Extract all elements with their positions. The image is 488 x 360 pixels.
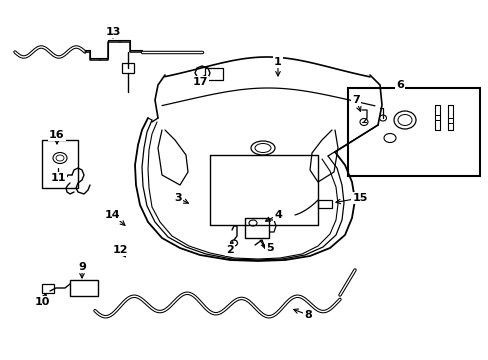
Text: 1: 1 [274, 57, 281, 67]
Text: 7: 7 [351, 95, 359, 105]
Text: 17: 17 [192, 77, 207, 87]
Text: 12: 12 [112, 245, 127, 255]
Text: 15: 15 [351, 193, 367, 203]
Text: 2: 2 [225, 245, 233, 255]
Text: 4: 4 [273, 210, 282, 220]
Bar [70, 280, 98, 296]
Text: 11: 11 [50, 173, 65, 183]
Bar [244, 218, 268, 238]
Text: 9: 9 [78, 262, 86, 272]
Bar [347, 88, 479, 176]
Text: 6: 6 [395, 80, 403, 90]
Text: 13: 13 [105, 27, 121, 37]
Text: 16: 16 [49, 130, 65, 140]
Bar [42, 140, 78, 188]
Bar [317, 200, 331, 208]
Text: 14: 14 [105, 210, 121, 220]
Bar [204, 68, 223, 80]
Text: 5: 5 [265, 243, 273, 253]
Bar [122, 63, 134, 73]
Text: 10: 10 [34, 297, 50, 307]
Bar [42, 284, 54, 293]
Text: 8: 8 [304, 310, 311, 320]
Text: 3: 3 [174, 193, 182, 203]
